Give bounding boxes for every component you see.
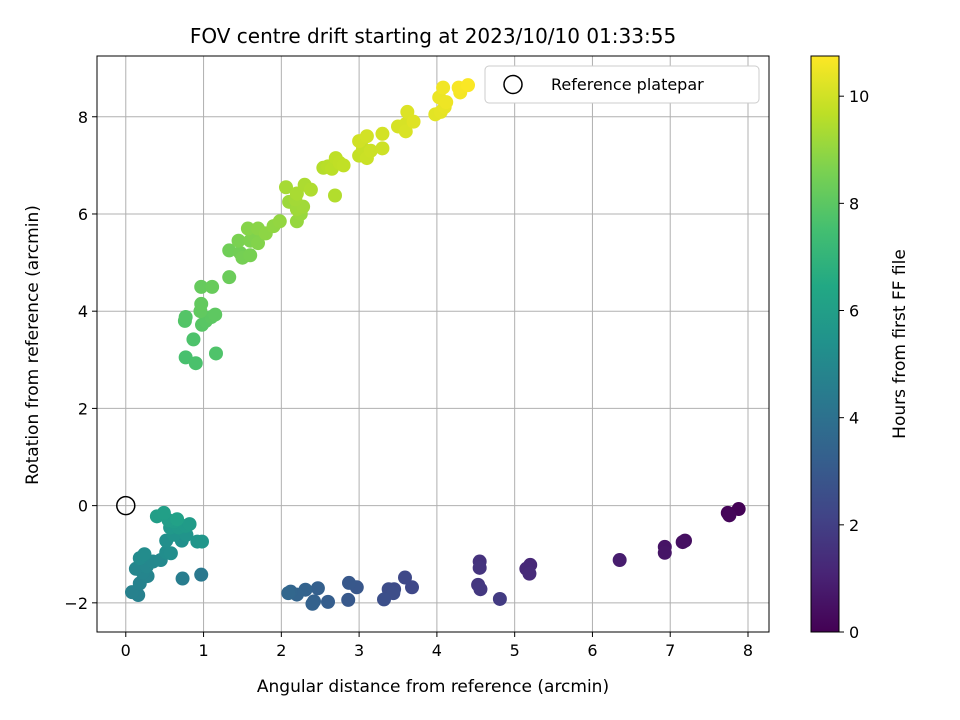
data-point (405, 580, 419, 595)
colorbar-label: Hours from first FF file (890, 249, 910, 439)
data-point (194, 296, 209, 311)
data-point (336, 158, 351, 173)
data-point (439, 95, 454, 110)
data-point (170, 512, 185, 527)
data-point (209, 346, 223, 361)
data-point (194, 279, 209, 294)
x-tick-label: 4 (432, 641, 442, 660)
data-point (272, 214, 287, 229)
data-point (251, 236, 265, 251)
y-axis-ticks: −2 0 2 4 6 8 (64, 108, 97, 613)
data-point (175, 571, 190, 586)
y-tick-label: −2 (64, 594, 88, 613)
colorbar-gradient (810, 55, 840, 633)
data-point (208, 307, 223, 322)
data-point (342, 575, 356, 590)
data-point (222, 243, 237, 258)
colorbar-tick-label: 4 (849, 409, 859, 428)
data-points (125, 78, 746, 611)
data-point (398, 124, 413, 139)
data-point (279, 180, 293, 195)
data-point (363, 143, 378, 158)
x-tick-label: 2 (276, 641, 286, 660)
data-point (281, 586, 296, 601)
data-point (194, 567, 209, 582)
y-tick-label: 6 (78, 205, 88, 224)
data-point (231, 233, 246, 248)
data-point (375, 141, 390, 156)
data-point (522, 566, 537, 581)
data-point (492, 591, 507, 606)
data-point (186, 332, 201, 347)
legend: Reference platepar (484, 65, 760, 104)
data-point (222, 270, 237, 285)
data-point (205, 279, 220, 294)
data-point (178, 310, 193, 325)
data-point (472, 560, 487, 575)
data-point (128, 561, 143, 576)
x-tick-label: 8 (743, 641, 753, 660)
data-point (461, 78, 475, 93)
reference-platepar-marker (116, 495, 136, 516)
data-point (163, 546, 178, 561)
legend-marker-icon (503, 74, 523, 95)
data-point (359, 129, 374, 144)
data-point (195, 534, 209, 549)
data-point (473, 582, 488, 597)
data-point (156, 505, 171, 520)
colorbar-tick-label: 0 (849, 623, 859, 642)
legend-box (484, 65, 760, 104)
data-point (178, 350, 193, 365)
data-point (406, 114, 421, 129)
data-point (321, 594, 335, 609)
data-point (341, 592, 356, 607)
grid-lines (97, 56, 769, 632)
data-point (328, 188, 342, 203)
x-tick-label: 3 (354, 641, 364, 660)
data-point (375, 126, 390, 141)
x-axis-label: Angular distance from reference (arcmin) (257, 677, 609, 697)
x-tick-label: 1 (198, 641, 208, 660)
y-tick-label: 0 (78, 497, 88, 516)
data-point (240, 221, 255, 236)
data-point (137, 547, 152, 562)
data-point (675, 535, 690, 550)
data-point (377, 592, 391, 607)
y-tick-label: 2 (78, 399, 88, 418)
data-point (243, 248, 258, 263)
y-axis-label: Rotation from reference (arcmin) (23, 205, 43, 485)
data-point (436, 80, 451, 95)
data-point (398, 570, 412, 585)
data-point (182, 517, 197, 532)
colorbar-tick-label: 6 (849, 302, 859, 321)
data-point (188, 356, 203, 371)
x-tick-label: 5 (510, 641, 520, 660)
colorbar-tick-label: 10 (849, 87, 869, 106)
colorbar-ticks: 0 2 4 6 8 10 (839, 87, 869, 642)
colorbar-tick-label: 2 (849, 516, 859, 535)
x-tick-label: 7 (665, 641, 675, 660)
colorbar-tick-label: 8 (849, 194, 859, 213)
x-tick-label: 0 (121, 641, 131, 660)
data-point (657, 545, 672, 560)
data-point (305, 596, 320, 611)
chart-title: FOV centre drift starting at 2023/10/10 … (190, 24, 676, 48)
plot-frame (96, 55, 770, 633)
colorbar: 0 2 4 6 8 10 Hours from first FF file (810, 55, 910, 642)
x-tick-label: 6 (587, 641, 597, 660)
y-tick-label: 8 (78, 108, 88, 127)
data-point (722, 508, 737, 523)
y-tick-label: 4 (78, 302, 88, 321)
data-point (310, 581, 325, 596)
legend-entry-reference: Reference platepar (551, 75, 704, 94)
data-point (612, 553, 627, 568)
x-axis-ticks: 0 1 2 3 4 5 6 7 8 (121, 632, 753, 660)
data-point (303, 182, 318, 197)
